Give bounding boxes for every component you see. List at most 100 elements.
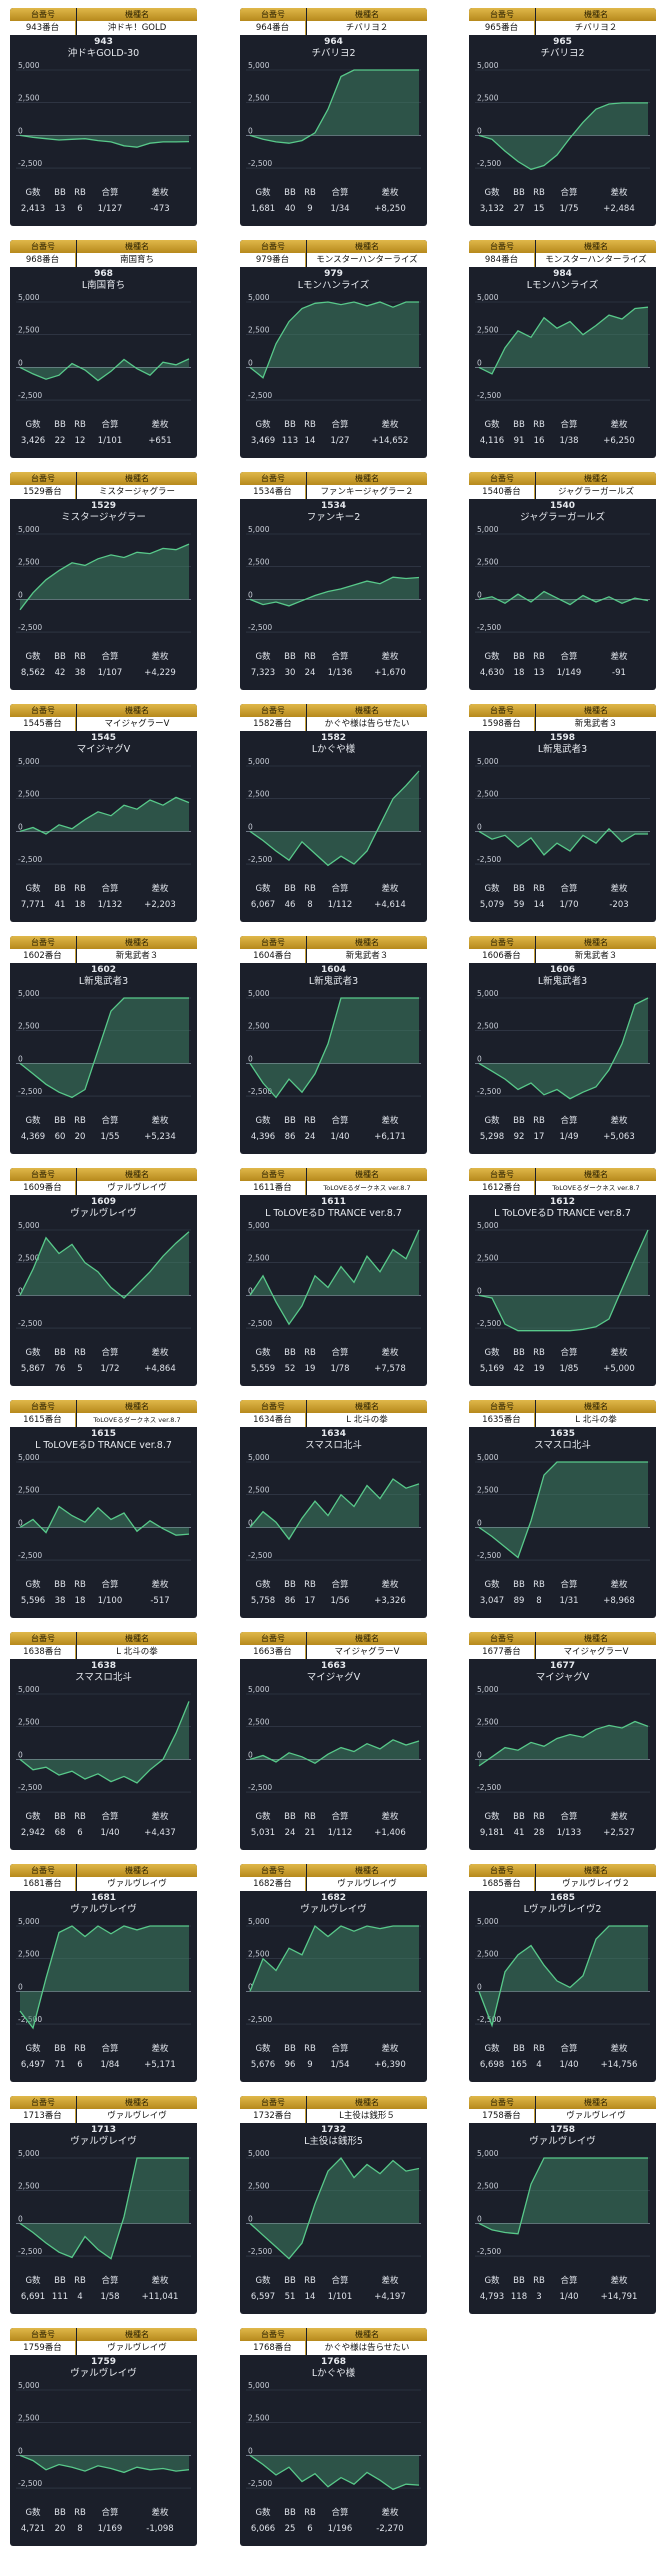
machine-title: ヴァルヴレイヴ	[300, 1904, 367, 1915]
machine-card[interactable]: 台番号 機種名 979番台 モンスターハンターライズ 979 Lモンハンライズ 5,000 2…	[240, 240, 427, 458]
diff-line	[19, 1701, 190, 1784]
machine-card[interactable]: 台番号 機種名 1713番台 ヴァルヴレイヴ 1713 ヴァルヴレイヴ 5,000 2,500…	[10, 2096, 197, 2314]
diff-value: +6,250	[603, 436, 635, 446]
model-label: 機種名	[77, 1400, 197, 1413]
unit-label: 台番号	[469, 936, 535, 949]
model-name: チバリヨ２	[307, 21, 427, 35]
stats-panel: G数 BB RB 合算 差枚 3,047 89 8 1/31 +8,968	[469, 1576, 656, 1616]
model-label: 機種名	[307, 936, 427, 949]
machine-card[interactable]: 台番号 機種名 1611番台 ToLOVEるダークネス ver.8.7 1611 L To…	[240, 1168, 427, 1386]
machine-card[interactable]: 台番号 機種名 1685番台 ヴァルヴレイヴ２ 1685 Lヴァルヴレイヴ2 5,000 2,…	[469, 1864, 656, 2082]
card-header: 台番号 機種名 1612番台 ToLOVEるダークネス ver.8.7	[469, 1168, 656, 1204]
machine-card[interactable]: 台番号 機種名 1635番台 L 北斗の拳 1635 スマスロ北斗 5,000 2,500 0-…	[469, 1400, 656, 1618]
machine-number: 1602	[90, 965, 117, 975]
machine-card[interactable]: 台番号 機種名 1534番台 ファンキージャグラー２ 1534 ファンキー2 5,000 2,…	[240, 472, 427, 690]
machine-card[interactable]: 台番号 機種名 1634番台 L 北斗の拳 1634 スマスロ北斗 5,000 2,500 0-…	[240, 1400, 427, 1618]
machine-card[interactable]: 台番号 機種名 1681番台 ヴァルヴレイヴ 1681 ヴァルヴレイヴ 5,000 2,500…	[10, 1864, 197, 2082]
total-value: 1/169	[97, 2524, 123, 2534]
rb-label: RB	[304, 420, 316, 430]
machine-card[interactable]: 台番号 機種名 1638番台 L 北斗の拳 1638 スマスロ北斗 5,000 2,500 0-…	[10, 1632, 197, 1850]
machine-card[interactable]: 台番号 機種名 964番台 チバリヨ２ 964 チバリヨ2 5,000 2,500 0 -2,50…	[240, 8, 427, 226]
diff-value: +1,406	[374, 1828, 406, 1838]
model-label: 機種名	[77, 2096, 197, 2109]
axis-tick-label: 0	[18, 1518, 23, 1527]
total-label: 合算	[560, 2044, 578, 2054]
axis-tick-label: 5,000	[477, 1221, 499, 1230]
games-value: 2,413	[20, 204, 46, 214]
machine-card[interactable]: 台番号 機種名 1615番台 ToLOVEるダークネス ver.8.7 1615 L To…	[10, 1400, 197, 1618]
machine-card[interactable]: 台番号 機種名 1759番台 ヴァルヴレイヴ 1759 ヴァルヴレイヴ 5,000 2,500…	[10, 2328, 197, 2546]
machine-card[interactable]: 台番号 機種名 1732番台 L主役は銭形５ 1732 L主役は銭形5 5,000 2,500…	[240, 2096, 427, 2314]
games-label: G数	[25, 1580, 41, 1590]
model-name: ヴァルヴレイヴ	[77, 2109, 197, 2123]
bb-label: BB	[513, 652, 525, 662]
diff-chart: 5,000 2,500 0 -2,500	[475, 1453, 650, 1561]
machine-card[interactable]: 台番号 機種名 968番台 南国育ち 968 L南国育ち 5,000 2,500 0 -2,500…	[10, 240, 197, 458]
card-header: 台番号 機種名 984番台 モンスターハンターライズ	[469, 240, 656, 276]
machine-card[interactable]: 台番号 機種名 965番台 チバリヨ２ 965 チバリヨ2 5,000 2,500 0 -2,50…	[469, 8, 656, 226]
diff-line	[19, 796, 190, 835]
total-label: 合算	[560, 652, 578, 662]
stats-header: G数 BB RB 合算 差枚	[10, 2506, 197, 2520]
machine-card[interactable]: 台番号 機種名 1612番台 ToLOVEるダークネス ver.8.7 1612 L To…	[469, 1168, 656, 1386]
machine-card[interactable]: 台番号 機種名 1598番台 新鬼武者３ 1598 L新鬼武者3 5,000 2,500 0 -2…	[469, 704, 656, 922]
machine-card[interactable]: 台番号 機種名 1606番台 新鬼武者３ 1606 L新鬼武者3 5,000 2,500 0 -2…	[469, 936, 656, 1154]
card-header: 台番号 機種名 1540番台 ジャグラーガールズ	[469, 472, 656, 508]
machine-card[interactable]: 台番号 機種名 1677番台 マイジャグラーV 1677 マイジャグV 5,000 2,500…	[469, 1632, 656, 1850]
machine-card[interactable]: 台番号 機種名 1540番台 ジャグラーガールズ 1540 ジャグラーガールズ 5,000 2…	[469, 472, 656, 690]
model-name: ヴァルヴレイヴ	[77, 1877, 197, 1891]
games-label: G数	[255, 420, 271, 430]
total-label: 合算	[331, 652, 349, 662]
diff-area	[20, 2455, 189, 2473]
diff-line	[19, 997, 189, 1099]
games-label: G数	[255, 2276, 271, 2286]
axis-tick-label: 0	[248, 1286, 253, 1295]
rb-value: 8	[536, 1596, 542, 1606]
machine-number: 1638	[90, 1661, 117, 1671]
stats-panel: G数 BB RB 合算 差枚 9,181 41 28 1/133 +2,527	[469, 1808, 656, 1848]
axis-tick-label: 5,000	[248, 61, 270, 70]
machine-title: マイジャグV	[306, 1672, 361, 1683]
games-value: 6,497	[20, 2060, 46, 2070]
unit-label: 台番号	[10, 1864, 76, 1877]
games-label: G数	[255, 1812, 271, 1822]
machine-card[interactable]: 台番号 機種名 1682番台 ヴァルヴレイヴ 1682 ヴァルヴレイヴ 5,000 2,500…	[240, 1864, 427, 2082]
diff-label: 差枚	[151, 2508, 169, 2518]
stats-panel: G数 BB RB 合算 差枚 6,066 25 6 1/196 -2,270	[240, 2504, 427, 2544]
axis-tick-label: 0	[18, 590, 23, 599]
diff-area	[479, 307, 648, 374]
machine-card[interactable]: 台番号 機種名 1663番台 マイジャグラーV 1663 マイジャグV 5,000 2,500…	[240, 1632, 427, 1850]
total-label: 合算	[101, 1348, 119, 1358]
diff-value: +5,171	[144, 2060, 176, 2070]
machine-card[interactable]: 台番号 機種名 1758番台 ヴァルヴレイヴ 1758 ヴァルヴレイヴ 5,000 2,500…	[469, 2096, 656, 2314]
machine-card[interactable]: 台番号 機種名 1768番台 かぐや様は告らせたい 1768 Lかぐや様 5,000 2,50…	[240, 2328, 427, 2546]
diff-chart: 5,000 2,500 0 -2,500	[246, 989, 421, 1099]
machine-card[interactable]: 台番号 機種名 1604番台 新鬼武者３ 1604 L新鬼武者3 5,000 2,500 0 -2…	[240, 936, 427, 1154]
bb-value: 68	[54, 1828, 66, 1838]
rb-value: 17	[533, 1132, 545, 1142]
machine-card[interactable]: 台番号 機種名 1609番台 ヴァルヴレイヴ 1609 ヴァルヴレイヴ 5,000 2,500…	[10, 1168, 197, 1386]
unit-label: 台番号	[469, 1632, 535, 1645]
unit-label: 台番号	[240, 2328, 306, 2341]
model-name: ジャグラーガールズ	[536, 485, 656, 499]
total-label: 合算	[331, 188, 349, 198]
machine-title: L新鬼武者3	[537, 744, 588, 755]
games-label: G数	[484, 884, 500, 894]
machine-card[interactable]: 台番号 機種名 1602番台 新鬼武者３ 1602 L新鬼武者3 5,000 2,500 0 -2…	[10, 936, 197, 1154]
machine-card[interactable]: 台番号 機種名 1582番台 かぐや様は告らせたい 1582 Lかぐや様 5,000 2,50…	[240, 704, 427, 922]
machine-card[interactable]: 台番号 機種名 943番台 沖ドキ！GOLD 943 沖ドキGOLD-30 5,000 2,5…	[10, 8, 197, 226]
card-header: 台番号 機種名 1545番台 マイジャグラーV	[10, 704, 197, 740]
machine-card[interactable]: 台番号 機種名 1545番台 マイジャグラーV 1545 マイジャグV 5,000 2,500…	[10, 704, 197, 922]
games-value: 5,559	[250, 1364, 276, 1374]
stats-header: G数 BB RB 合算 差枚	[240, 1578, 427, 1592]
machine-card[interactable]: 台番号 機種名 1529番台 ミスタージャグラー 1529 ミスタージャグラー 5,000 2…	[10, 472, 197, 690]
model-name: 新鬼武者３	[307, 949, 427, 963]
diff-value: +7,578	[374, 1364, 406, 1374]
total-value: 1/75	[559, 204, 579, 214]
unit-number: 1682番台	[240, 1877, 306, 1891]
diff-chart: 5,000 2,500 0 -2,500	[16, 61, 191, 169]
diff-value: +4,197	[374, 2292, 406, 2302]
diff-label: 差枚	[381, 1348, 399, 1358]
total-label: 合算	[560, 1116, 578, 1126]
machine-card[interactable]: 台番号 機種名 984番台 モンスターハンターライズ 984 Lモンハンライズ 5,000 2…	[469, 240, 656, 458]
